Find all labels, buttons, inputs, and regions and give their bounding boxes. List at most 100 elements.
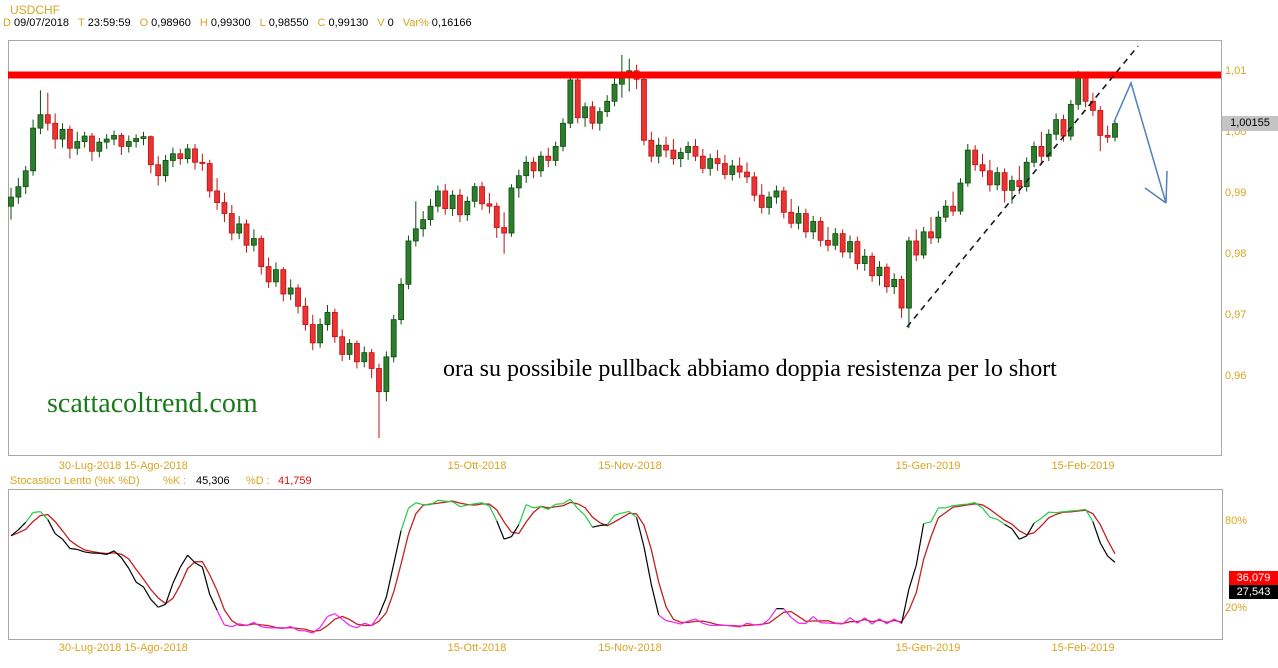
candle-body [118,135,125,147]
projection-arrow-head [1144,187,1167,204]
candle-body [206,163,213,192]
candle-body [707,158,714,169]
ohlc-field: D 09/07/2018 [3,17,70,29]
candle-body [891,278,898,288]
candle-body [37,114,44,129]
candle-body [1097,110,1104,136]
stoch-k-line [702,622,711,627]
stoch-k-line [1004,523,1013,530]
candle-body [913,240,920,256]
candle-body [670,149,677,160]
stoch-k-line [982,507,991,518]
stoch-k-line [805,616,814,624]
candle-body [265,266,272,283]
candle-body [994,172,1001,186]
candle-body [214,190,220,203]
stoch-k-label: %K : [163,475,187,487]
candle-body [567,79,574,124]
stoch-k-line [393,530,402,565]
candle-body [677,152,684,160]
stoch-k-line [157,603,166,608]
candle-body [942,205,949,218]
stoch-d-value: 41,759 [278,475,312,487]
stoch-k-line [761,618,770,626]
price-tick-label: 0,99 [1225,187,1247,199]
stoch-k-line [99,552,107,556]
stoch-k-line [864,617,873,625]
stoch-panel-border [8,489,1223,640]
candle-body [1001,172,1008,191]
candle-body [736,165,743,173]
stoch-k-line [1048,511,1057,514]
stoch-k-line [415,502,424,506]
stoch-k-line [481,502,490,507]
stoch-k-current-box: 27,543 [1229,585,1278,599]
stoch-k-line [1041,511,1050,519]
candle-body [434,190,441,207]
candle-body [74,141,81,149]
stoch-k-line [378,596,387,616]
candle-body [928,231,934,239]
candle-body [464,200,471,216]
stoch-k-line [69,547,78,550]
stoch-k-line [305,630,313,634]
candle-body [221,202,228,214]
candle-body [861,255,868,264]
stoch-k-line [503,536,512,540]
candle-body [22,170,29,188]
candle-body [839,233,846,253]
stoch-k-line [547,503,556,510]
candle-body [280,269,287,295]
stoch-k-line [1099,542,1109,557]
candle-body [920,231,927,256]
candle-body [103,138,110,143]
stoch-k-line [555,503,564,505]
stoch-k-line [312,626,321,634]
stoch-k-line [371,614,380,626]
candle-body [1045,133,1052,157]
candle-body [317,324,324,344]
candle-body [515,175,522,189]
candle-body [986,170,993,186]
candle-body [722,163,728,175]
date-tick-label: 15-Gen-2019 [895,460,961,472]
stoch-k-line [908,565,917,590]
stoch-k-line [120,557,130,569]
stoch-k-line [790,616,799,624]
date-tick-label: 15-Ago-2018 [124,460,188,472]
stoch-k-line [732,625,740,628]
stoch-k-line [1011,528,1020,540]
date-tick-label: 15-Feb-2019 [1051,460,1115,472]
stoch-k-line [47,519,56,534]
stoch-k-line [246,621,255,626]
candle-body [773,190,780,198]
candle-body [1053,119,1060,135]
stoch-k-line [967,502,976,505]
candle-body [758,194,765,208]
stoch-k-line [1033,517,1042,524]
candle-body [663,144,669,151]
stoch-d-current-box: 36,079 [1229,571,1278,585]
candle-body [52,122,59,140]
stoch-k-line [510,524,520,537]
candle-body [825,239,831,246]
stoch-k-line [621,510,630,514]
stoch-k-line [231,623,240,628]
stoch-k-line [599,524,608,527]
stoch-k-line [687,618,696,622]
stoch-k-line [216,610,225,626]
stoch-k-line [871,618,880,625]
candle-body [81,135,88,142]
stoch-k-line [445,500,453,503]
candle-body [898,278,905,309]
candle-body [1031,146,1037,163]
stoch-k-line [900,588,910,624]
price-tick-label: 0,98 [1225,248,1247,260]
stoch-k-line [658,614,667,622]
date-tick-label: 15-Feb-2019 [1051,642,1115,654]
stoch-k-line [150,599,159,608]
candle-body [346,343,353,355]
candle-body [15,186,22,198]
